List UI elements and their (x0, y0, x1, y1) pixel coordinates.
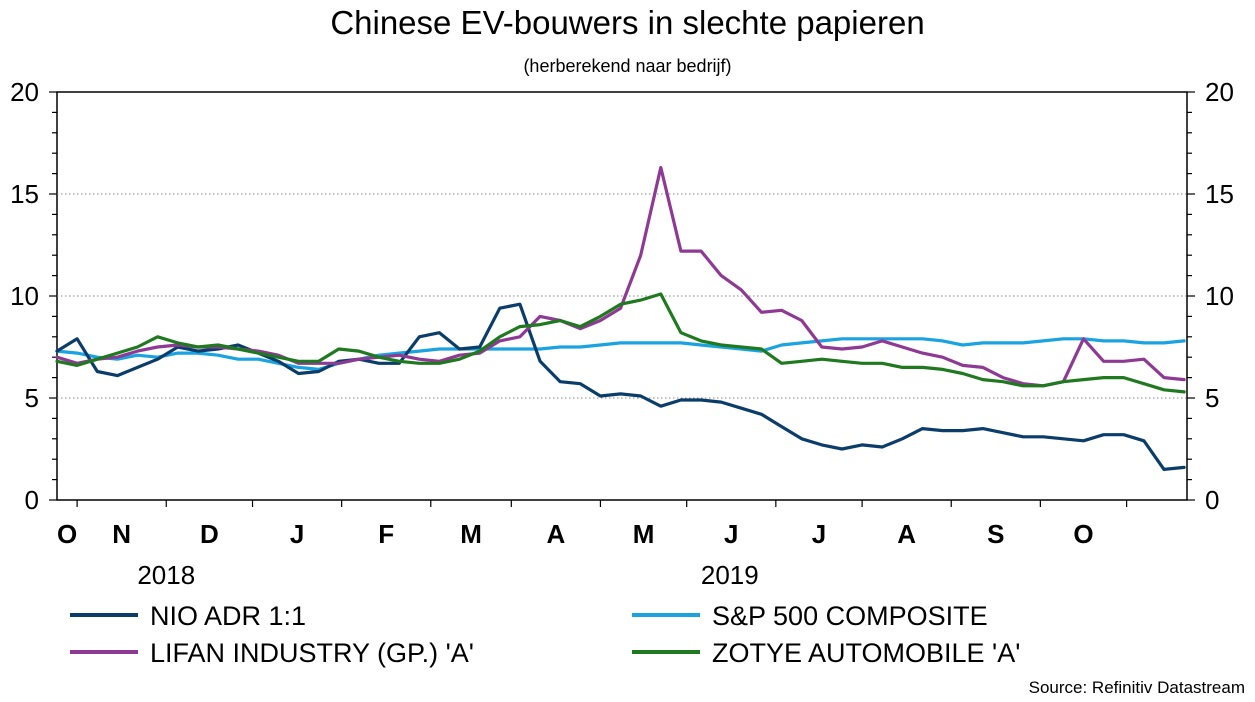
legend: NIO ADR 1:1 S&P 500 COMPOSITE LIFAN INDUST… (70, 601, 1020, 668)
y-tick-label-right: 15 (1205, 179, 1234, 209)
x-month-label: D (200, 519, 219, 549)
y-tick-label-right: 5 (1205, 383, 1219, 413)
legend-label: NIO ADR 1:1 (150, 601, 306, 631)
y-tick-label-right: 10 (1205, 281, 1234, 311)
y-tick-label-left: 5 (25, 383, 39, 413)
chart-title: Chinese EV-bouwers in slechte papieren (330, 4, 925, 41)
y-tick-label-right: 0 (1205, 485, 1219, 515)
x-month-label: O (1073, 519, 1093, 549)
x-month-label: J (290, 519, 304, 549)
series-lines (55, 165, 1186, 471)
y-tick-label-left: 0 (25, 485, 39, 515)
y-tick-label-left: 15 (10, 179, 39, 209)
x-axis: O N D J F M A M J J A S O 2018 2019 (57, 500, 1128, 590)
x-month-label: A (897, 519, 916, 549)
series-line (55, 337, 1186, 371)
gridlines (57, 193, 1187, 399)
y-axis-left: 0 5 10 15 20 (10, 77, 57, 515)
y-tick-label-left: 20 (10, 77, 39, 107)
source-note: Source: Refinitiv Datastream (1028, 678, 1245, 697)
x-year-label: 2018 (137, 560, 195, 590)
x-month-label: M (633, 519, 655, 549)
x-month-label: A (546, 519, 565, 549)
x-month-label: J (724, 519, 738, 549)
y-tick-label-right: 20 (1205, 77, 1234, 107)
x-month-label: N (112, 519, 131, 549)
x-month-label: S (987, 519, 1004, 549)
series-line (55, 292, 1186, 394)
series-line (55, 165, 1186, 388)
legend-label: LIFAN INDUSTRY (GP.) 'A' (150, 638, 474, 668)
x-year-label: 2019 (701, 560, 759, 590)
x-month-label: O (57, 519, 77, 549)
y-axis-right: 0 5 10 15 20 (1187, 77, 1234, 515)
series-line (55, 302, 1186, 471)
legend-label: S&P 500 COMPOSITE (712, 601, 988, 631)
y-tick-label-left: 10 (10, 281, 39, 311)
legend-label: ZOTYE AUTOMOBILE 'A' (712, 638, 1020, 668)
x-month-label: F (378, 519, 394, 549)
x-month-label: M (460, 519, 482, 549)
x-month-label: J (812, 519, 826, 549)
chart-subtitle: (herberekend naar bedrijf) (523, 56, 732, 76)
